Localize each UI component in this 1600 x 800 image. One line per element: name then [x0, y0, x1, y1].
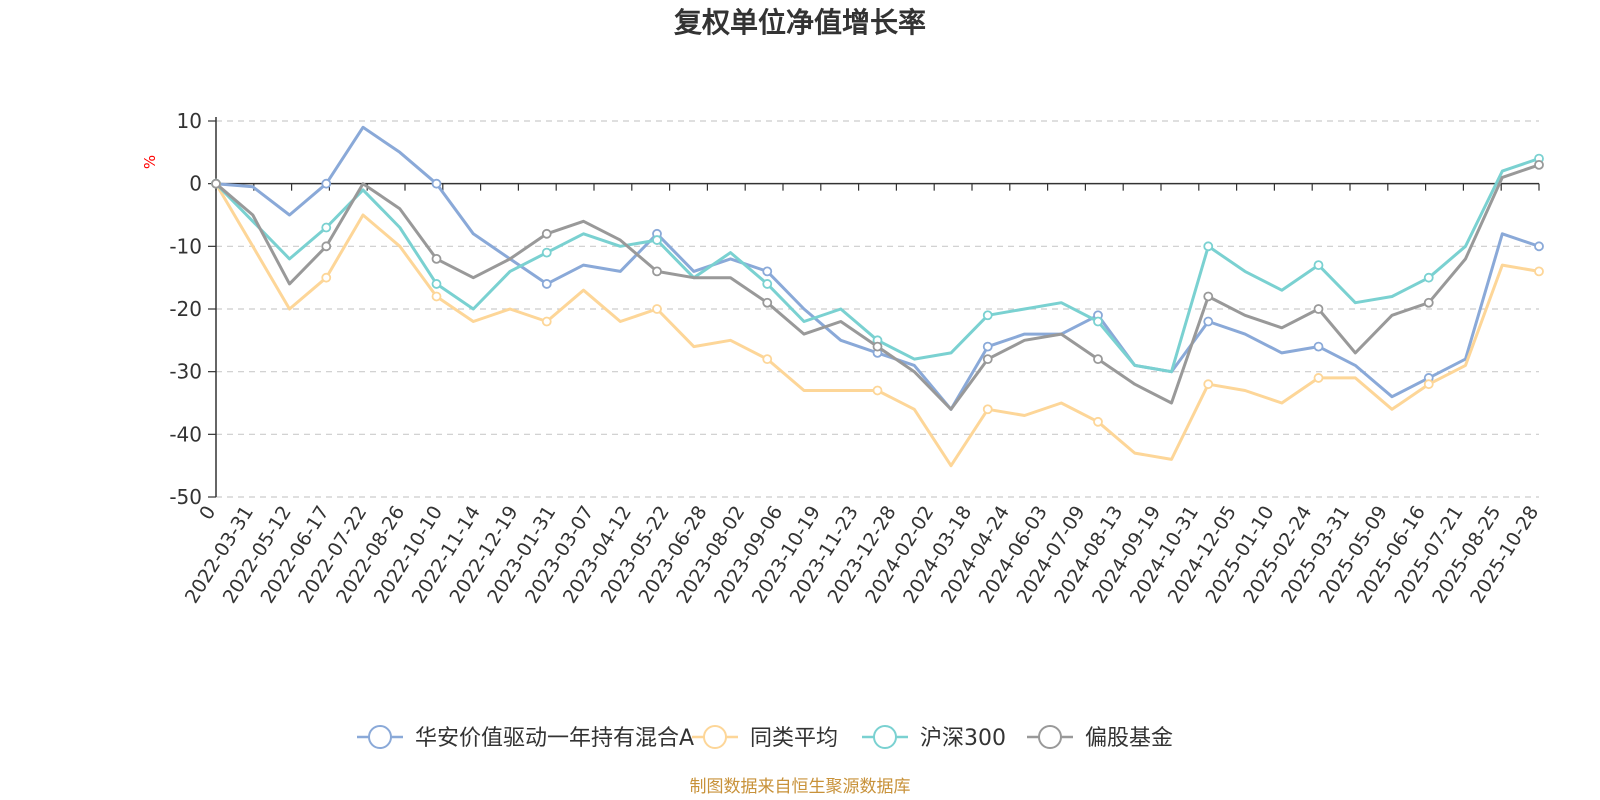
y-tick-label: 0: [189, 172, 202, 196]
series-point: [321, 272, 332, 283]
series-point: [211, 178, 221, 189]
series-point: [1423, 297, 1434, 308]
legend-circle-icon: [1038, 725, 1062, 749]
legend-label: 华安价值驱动一年持有混合A: [415, 726, 694, 751]
y-axis-ticks: 10 0 -10 -20 -30 -40 -50: [169, 109, 216, 509]
series-point: [541, 316, 552, 327]
series-point: [1313, 260, 1324, 271]
series-point: [541, 279, 552, 289]
series-point: [762, 266, 773, 277]
series-point: [652, 235, 662, 245]
series-point: [1313, 304, 1324, 314]
series-point: [1534, 266, 1544, 277]
series-point: [1534, 159, 1544, 170]
legend-label: 同类平均: [750, 726, 838, 751]
legend-circle-icon: [703, 725, 727, 749]
legend-item-0[interactable]: 华安价值驱动一年持有混合A: [357, 725, 694, 751]
series-point: [762, 297, 773, 308]
y-tick-label: 10: [177, 109, 202, 133]
y-tick-label: -10: [169, 234, 202, 258]
x-axis-ticks: 02022-03-312022-05-122022-06-172022-07-2…: [181, 183, 1543, 607]
gridlines: [216, 120, 1539, 498]
x-tick-label: 0: [195, 502, 220, 524]
series-point: [872, 341, 883, 352]
series-point: [431, 291, 442, 302]
legend-circle-icon: [368, 725, 392, 749]
series-point: [982, 310, 993, 321]
series-point: [982, 404, 993, 415]
y-axis-unit: %: [141, 155, 159, 169]
series-point: [982, 341, 993, 352]
series-point: [1093, 416, 1103, 427]
series-point: [1203, 291, 1214, 302]
series-point: [1093, 354, 1103, 365]
series-lines: [211, 125, 1544, 468]
chart-title: 复权单位净值增长率: [674, 6, 926, 39]
axes: [215, 117, 1539, 497]
series-point: [1093, 316, 1103, 327]
series-point: [431, 253, 442, 264]
series-point: [762, 354, 773, 365]
series-point: [541, 247, 552, 258]
y-tick-label: -50: [169, 485, 202, 509]
legend[interactable]: 华安价值驱动一年持有混合A 同类平均 沪深300 偏股基金: [357, 725, 1173, 751]
series-point: [872, 385, 883, 396]
series-point: [1534, 241, 1544, 252]
series-point: [1423, 379, 1434, 390]
legend-label: 沪深300: [920, 726, 1006, 751]
series-point: [1203, 241, 1214, 252]
legend-item-2[interactable]: 沪深300: [862, 725, 1006, 751]
y-tick-label: -30: [169, 360, 202, 384]
legend-item-3[interactable]: 偏股基金: [1027, 725, 1173, 751]
series-point: [1313, 341, 1324, 352]
series-point: [652, 266, 662, 277]
legend-item-1[interactable]: 同类平均: [692, 725, 838, 751]
series-point: [1203, 379, 1214, 390]
series-point: [1423, 272, 1434, 283]
series-point: [431, 279, 442, 289]
series-point: [321, 241, 332, 252]
series-point: [321, 222, 332, 233]
y-tick-label: -40: [169, 422, 202, 446]
legend-label: 偏股基金: [1085, 726, 1173, 751]
legend-circle-icon: [873, 725, 897, 749]
series-point: [652, 304, 662, 314]
series-point: [982, 354, 993, 365]
data-source-note: 制图数据来自恒生聚源数据库: [690, 777, 911, 797]
series-point: [1313, 373, 1324, 383]
y-tick-label: -20: [169, 297, 202, 321]
series-line-1: [214, 182, 1540, 468]
series-point: [431, 178, 442, 189]
series-point: [762, 279, 773, 289]
series-point: [1203, 316, 1214, 327]
series-point: [321, 178, 332, 189]
series-point: [541, 228, 552, 239]
